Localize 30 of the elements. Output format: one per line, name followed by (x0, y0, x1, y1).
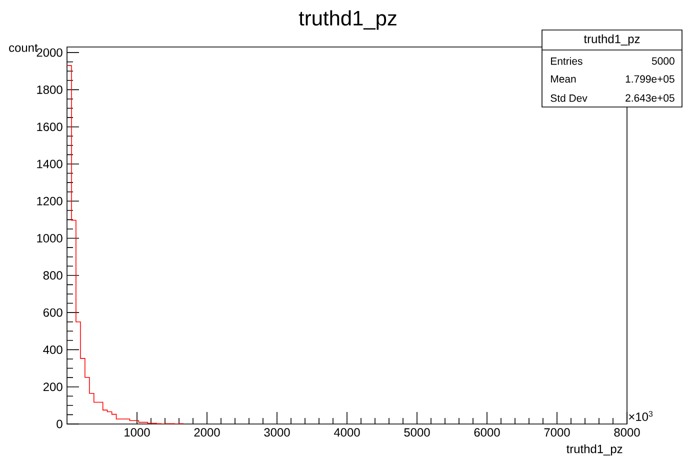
annotation: Std Dev (550, 94, 588, 102)
x-tick-label: 1000 (124, 428, 150, 437)
x-tick-label: 8000 (614, 428, 640, 437)
chart-title: truthd1_pz (298, 10, 396, 30)
x-tick-label: 5000 (404, 428, 430, 437)
text: truthd1_pz (584, 34, 640, 46)
annotation: Entries (551, 57, 582, 65)
x-tick-label: 2000 (194, 428, 220, 437)
x-tick-label: 4000 (334, 428, 360, 437)
y-tick-label: 1600 (37, 122, 62, 132)
y-tick-label: 600 (43, 308, 62, 317)
y-tick-label: 1200 (37, 196, 62, 206)
y-tick-label: 1400 (37, 160, 62, 168)
y-tick-label: 1000 (37, 234, 62, 242)
x-axis-title: truthd1_pz (566, 444, 622, 456)
annotation: 1.799e+05 (626, 75, 674, 83)
y-axis-title: count (9, 44, 38, 52)
annotation: 2.643e+05 (626, 94, 674, 102)
text: ×10$^{3}$ (629, 410, 653, 421)
x-tick-label: 6000 (474, 428, 500, 437)
x-tick-label: 3000 (264, 428, 290, 437)
y-tick-label: 800 (43, 271, 62, 280)
y-tick-label: 0 (56, 420, 62, 428)
y-tick-label: 400 (43, 345, 62, 354)
annotation: Mean (551, 75, 576, 83)
y-tick-label: 2000 (36, 48, 62, 57)
y-tick-label: 200 (43, 382, 62, 392)
x-tick-label: 7000 (544, 428, 570, 437)
y-tick-label: 1800 (37, 85, 62, 94)
text: 5000 (652, 57, 674, 65)
